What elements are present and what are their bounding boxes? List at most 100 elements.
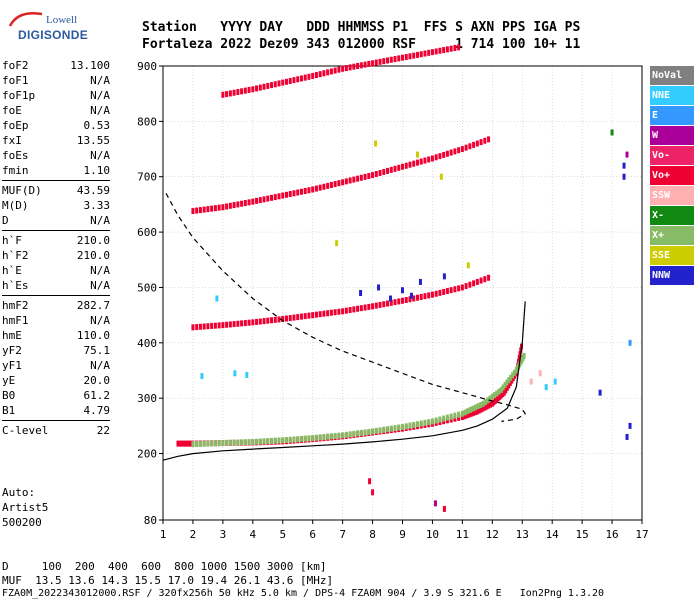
echo-point [240, 88, 244, 95]
echo-point [377, 284, 381, 291]
echo-point [408, 161, 412, 168]
echo-point [299, 188, 303, 195]
echo-point [363, 304, 367, 311]
param-row: yF2 75.1 [2, 343, 110, 358]
echo-point [322, 310, 326, 317]
param-row: hmF1 N/A [2, 313, 110, 328]
x-tick-label: 9 [399, 528, 406, 541]
x-tick-label: 13 [516, 528, 529, 541]
param-row: foF1p N/A [2, 88, 110, 103]
echo-point [464, 412, 468, 419]
echo-point [468, 143, 472, 150]
echo-point [368, 478, 372, 485]
x-tick-label: 12 [486, 528, 499, 541]
echo-point [262, 438, 266, 445]
echo-point [382, 58, 386, 65]
echo-point [457, 147, 461, 154]
echo-point [418, 278, 422, 285]
echo-point [512, 369, 516, 376]
echo-point [273, 81, 277, 88]
echo-point [178, 440, 182, 447]
echo-point [341, 179, 345, 186]
x-tick-label: 7 [339, 528, 346, 541]
echo-point [460, 410, 464, 417]
echo-point [382, 168, 386, 175]
echo-point [479, 277, 483, 284]
muf-curve [165, 193, 527, 422]
param-name: B1 [2, 404, 16, 417]
echo-point [337, 308, 341, 315]
echo-point [277, 80, 281, 87]
echo-point [472, 141, 476, 148]
param-row: M(D) 3.33 [2, 198, 110, 213]
echo-point [352, 430, 356, 437]
echo-point [382, 301, 386, 308]
echo-point [288, 436, 292, 443]
echo-point [389, 299, 393, 306]
param-name: foEp [2, 119, 29, 132]
echo-point [427, 419, 431, 426]
echo-point [262, 318, 266, 325]
echo-point [479, 401, 483, 408]
x-tick-label: 17 [635, 528, 648, 541]
echo-point [213, 205, 217, 212]
legend-item: Vo- [650, 146, 694, 165]
echo-point [393, 165, 397, 172]
echo-point [438, 416, 442, 423]
echo-point [501, 384, 505, 391]
echo-point [397, 55, 401, 62]
echo-point [311, 435, 315, 442]
echo-point [378, 58, 382, 65]
echo-point [374, 171, 378, 178]
param-row: MUF(D) 43.59 [2, 183, 110, 198]
echo-point [326, 69, 330, 76]
echo-point [284, 191, 288, 198]
param-value: 110.0 [76, 329, 110, 342]
echo-point [243, 200, 247, 207]
echo-point [228, 439, 232, 446]
distance-row: D 100 200 400 600 800 1000 1500 3000 [km… [2, 560, 327, 573]
echo-point [281, 316, 285, 323]
y-tick-label: 500 [137, 281, 157, 294]
echo-point [517, 355, 521, 362]
x-tick-label: 10 [426, 528, 439, 541]
echo-point [307, 187, 311, 194]
echo-point [412, 295, 416, 302]
echo-point [206, 206, 210, 213]
echo-point [251, 438, 255, 445]
echo-point [415, 51, 419, 58]
echo-point [348, 64, 352, 71]
echo-point [415, 294, 419, 301]
echo-point [303, 74, 307, 81]
echo-point [333, 309, 337, 316]
echo-point [232, 89, 236, 96]
echo-point [434, 48, 438, 55]
echo-point [393, 425, 397, 432]
echo-point [476, 403, 480, 410]
echo-point [251, 198, 255, 205]
param-value: 13.55 [76, 134, 110, 147]
x-tick-label: 6 [309, 528, 316, 541]
echo-point [191, 208, 195, 215]
echo-point [281, 192, 285, 199]
echo-point [232, 321, 236, 328]
echo-point [367, 303, 371, 310]
echo-point [277, 316, 281, 323]
echo-point [505, 379, 509, 386]
echo-point [374, 302, 378, 309]
echo-point [453, 45, 457, 52]
param-value: 43.59 [76, 184, 110, 197]
param-name: h`F2 [2, 249, 29, 262]
echo-point [307, 73, 311, 80]
echo-point [232, 202, 236, 209]
legend-item: E [650, 106, 694, 125]
param-value: 282.7 [76, 299, 110, 312]
echo-point [247, 319, 251, 326]
header-values: Fortaleza 2022 Dez09 343 012000 RSF 1 71… [142, 37, 581, 52]
echo-point [318, 434, 322, 441]
echo-point [371, 60, 375, 67]
param-name: yF1 [2, 359, 22, 372]
echo-point [445, 46, 449, 53]
echo-point [352, 63, 356, 70]
echo-point [423, 50, 427, 57]
